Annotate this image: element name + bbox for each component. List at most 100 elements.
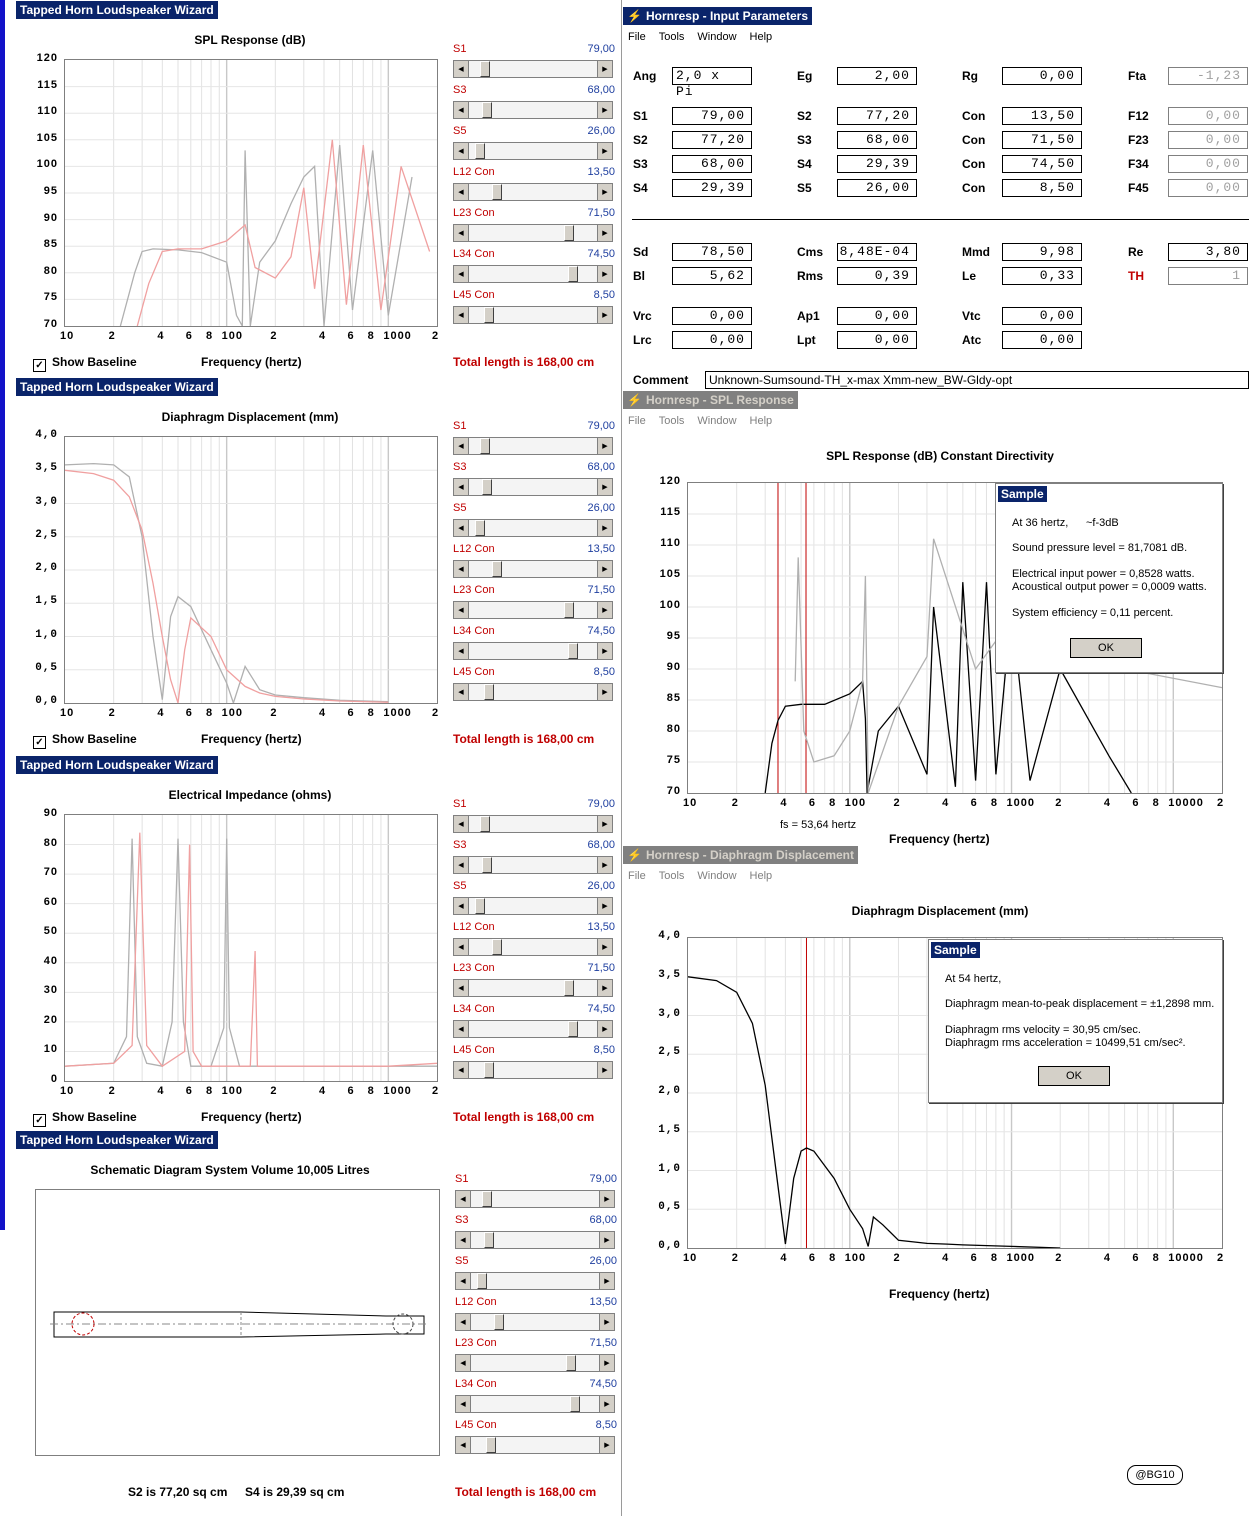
slider-thumb[interactable] [477, 1273, 488, 1289]
param-field[interactable]: 0,33 [1002, 267, 1082, 285]
slider-track[interactable]: ◀ ▶ [455, 1313, 615, 1331]
scroll-left-arrow-icon[interactable]: ◀ [454, 102, 469, 118]
slider-track[interactable]: ◀ ▶ [455, 1436, 615, 1454]
slider-thumb[interactable] [483, 307, 494, 323]
menu-help[interactable]: Help [749, 31, 773, 43]
param-field[interactable]: 26,00 [837, 179, 917, 197]
checkbox-check-icon[interactable]: ✓ [33, 1114, 46, 1127]
scroll-right-arrow-icon[interactable]: ▶ [597, 1021, 612, 1037]
slider-thumb[interactable] [483, 1062, 494, 1078]
menu-file[interactable]: File [628, 31, 646, 43]
checkbox-check-icon[interactable]: ✓ [33, 359, 46, 372]
scroll-left-arrow-icon[interactable]: ◀ [454, 561, 469, 577]
scroll-left-arrow-icon[interactable]: ◀ [454, 438, 469, 454]
slider-track[interactable]: ◀ ▶ [453, 1020, 613, 1038]
slider-track[interactable]: ◀ ▶ [453, 519, 613, 537]
slider-track[interactable]: ◀ ▶ [453, 478, 613, 496]
param-field[interactable]: 9,98 [1002, 243, 1082, 261]
scroll-left-arrow-icon[interactable]: ◀ [456, 1396, 471, 1412]
param-field[interactable]: 0,00 [1002, 331, 1082, 349]
slider-track[interactable]: ◀ ▶ [453, 437, 613, 455]
scroll-left-arrow-icon[interactable]: ◀ [454, 602, 469, 618]
param-field[interactable]: 8,50 [1002, 179, 1082, 197]
slider-track[interactable]: ◀ ▶ [453, 897, 613, 915]
scroll-right-arrow-icon[interactable]: ▶ [599, 1232, 614, 1248]
param-field[interactable]: 71,50 [1002, 131, 1082, 149]
slider-thumb[interactable] [494, 1314, 504, 1330]
scroll-right-arrow-icon[interactable]: ▶ [597, 307, 612, 323]
scroll-left-arrow-icon[interactable]: ◀ [456, 1437, 471, 1453]
scroll-left-arrow-icon[interactable]: ◀ [454, 643, 469, 659]
slider-thumb[interactable] [492, 184, 502, 200]
slider-track[interactable]: ◀ ▶ [455, 1395, 615, 1413]
param-field[interactable]: 29,39 [837, 155, 917, 173]
scroll-right-arrow-icon[interactable]: ▶ [597, 225, 612, 241]
slider-track[interactable]: ◀ ▶ [453, 142, 613, 160]
slider-thumb[interactable] [480, 61, 490, 77]
slider-track[interactable]: ◀ ▶ [453, 1061, 613, 1079]
scroll-right-arrow-icon[interactable]: ▶ [597, 898, 612, 914]
param-field[interactable]: 0,00 [1002, 307, 1082, 325]
slider-track[interactable]: ◀ ▶ [453, 224, 613, 242]
scroll-left-arrow-icon[interactable]: ◀ [454, 184, 469, 200]
scroll-left-arrow-icon[interactable]: ◀ [454, 1062, 469, 1078]
slider-track[interactable]: ◀ ▶ [453, 979, 613, 997]
scroll-left-arrow-icon[interactable]: ◀ [454, 479, 469, 495]
slider-thumb[interactable] [567, 643, 578, 659]
menu-tools[interactable]: Tools [658, 870, 685, 882]
scroll-left-arrow-icon[interactable]: ◀ [454, 520, 469, 536]
scroll-right-arrow-icon[interactable]: ▶ [597, 438, 612, 454]
disp-sample-ok-button[interactable]: OK [1038, 1066, 1110, 1086]
param-field[interactable]: 0,00 [672, 331, 752, 349]
slider-thumb[interactable] [569, 1396, 580, 1412]
scroll-right-arrow-icon[interactable]: ▶ [599, 1314, 614, 1330]
scroll-left-arrow-icon[interactable]: ◀ [454, 816, 469, 832]
param-field[interactable]: 77,20 [837, 107, 917, 125]
slider-thumb[interactable] [492, 561, 502, 577]
scroll-right-arrow-icon[interactable]: ▶ [599, 1396, 614, 1412]
slider-track[interactable]: ◀ ▶ [453, 560, 613, 578]
scroll-right-arrow-icon[interactable]: ▶ [597, 602, 612, 618]
scroll-right-arrow-icon[interactable]: ▶ [599, 1273, 614, 1289]
slider-track[interactable]: ◀ ▶ [453, 101, 613, 119]
slider-thumb[interactable] [564, 602, 574, 618]
slider-thumb[interactable] [475, 143, 486, 159]
scroll-right-arrow-icon[interactable]: ▶ [597, 143, 612, 159]
scroll-right-arrow-icon[interactable]: ▶ [597, 684, 612, 700]
scroll-left-arrow-icon[interactable]: ◀ [456, 1314, 471, 1330]
scroll-left-arrow-icon[interactable]: ◀ [456, 1232, 471, 1248]
slider-track[interactable]: ◀ ▶ [455, 1272, 615, 1290]
menu-file[interactable]: File [628, 870, 646, 882]
param-field[interactable]: 0,00 [837, 331, 917, 349]
slider-thumb[interactable] [567, 266, 578, 282]
scroll-right-arrow-icon[interactable]: ▶ [597, 980, 612, 996]
scroll-right-arrow-icon[interactable]: ▶ [597, 816, 612, 832]
menu-help[interactable]: Help [749, 415, 773, 427]
param-field[interactable]: 2,0 x Pi [672, 67, 752, 99]
slider-track[interactable]: ◀ ▶ [453, 60, 613, 78]
show-baseline-checkbox[interactable]: ✓ Show Baseline [33, 732, 137, 749]
param-field[interactable]: 77,20 [672, 131, 752, 149]
slider-thumb[interactable] [482, 479, 493, 495]
param-field[interactable]: 0,00 [837, 307, 917, 325]
param-field[interactable]: 0,00 [1168, 107, 1248, 125]
scroll-left-arrow-icon[interactable]: ◀ [454, 980, 469, 996]
slider-track[interactable]: ◀ ▶ [453, 683, 613, 701]
slider-track[interactable]: ◀ ▶ [455, 1231, 615, 1249]
menu-window[interactable]: Window [697, 870, 737, 882]
param-field[interactable]: 74,50 [1002, 155, 1082, 173]
slider-track[interactable]: ◀ ▶ [455, 1354, 615, 1372]
scroll-left-arrow-icon[interactable]: ◀ [454, 1021, 469, 1037]
slider-track[interactable]: ◀ ▶ [453, 815, 613, 833]
param-field[interactable]: 0,00 [672, 307, 752, 325]
param-field[interactable]: 3,80 [1168, 243, 1248, 261]
menu-window[interactable]: Window [697, 31, 737, 43]
scroll-left-arrow-icon[interactable]: ◀ [454, 857, 469, 873]
scroll-left-arrow-icon[interactable]: ◀ [454, 266, 469, 282]
param-field[interactable]: 68,00 [837, 131, 917, 149]
scroll-right-arrow-icon[interactable]: ▶ [597, 184, 612, 200]
comment-field[interactable]: Unknown-Sumsound-TH_x-max Xmm-new_BW-Gld… [705, 371, 1249, 389]
scroll-right-arrow-icon[interactable]: ▶ [597, 939, 612, 955]
param-field[interactable]: 0,00 [1168, 131, 1248, 149]
slider-thumb[interactable] [483, 684, 494, 700]
